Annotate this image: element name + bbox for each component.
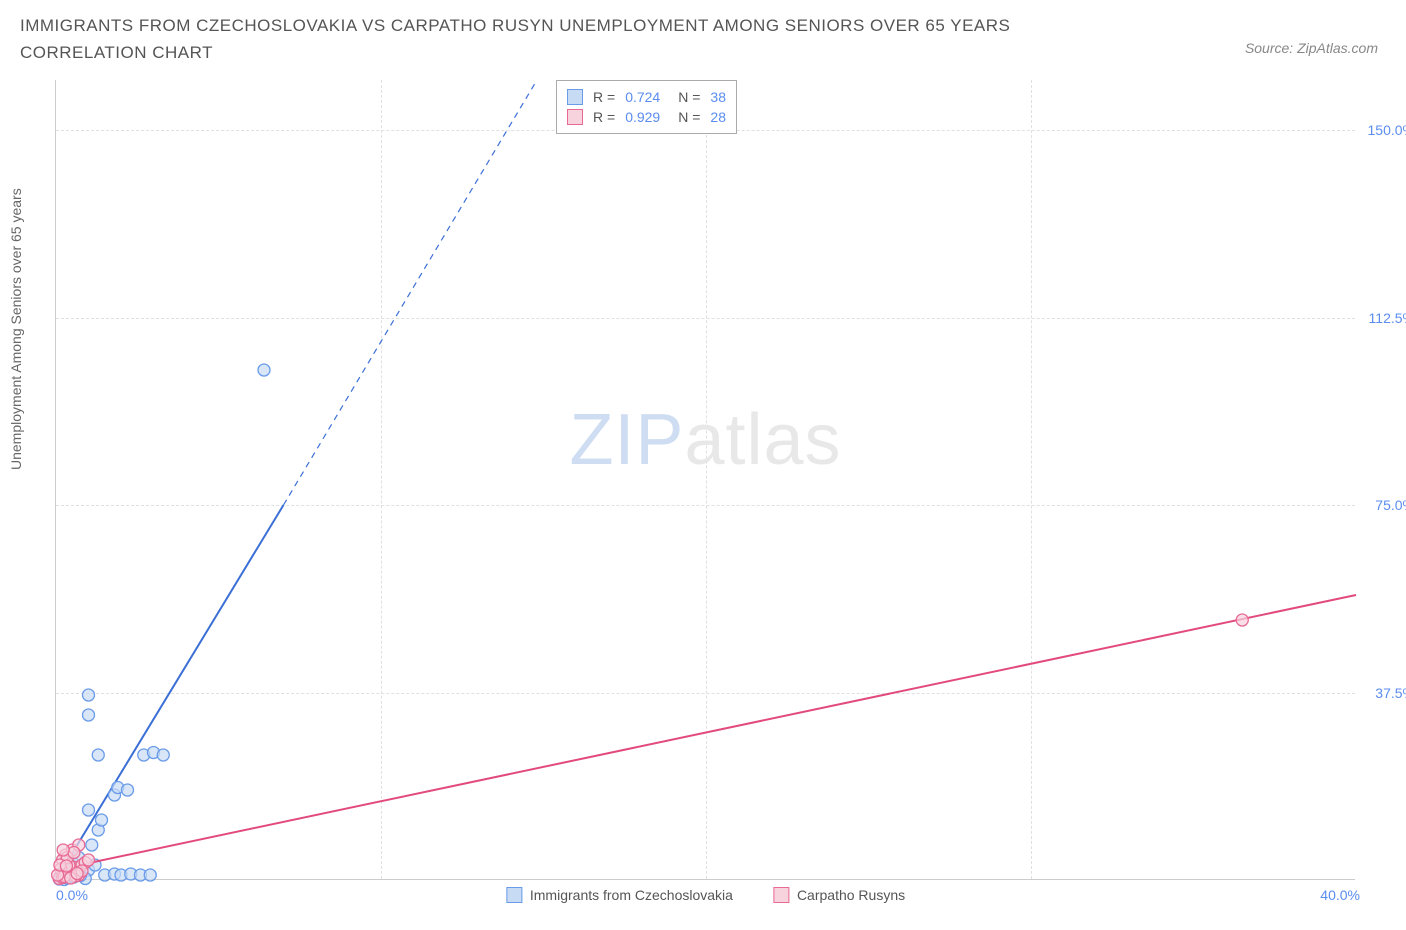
legend-swatch-pink xyxy=(567,109,583,125)
chart-area: ZIPatlas 0.0% 40.0% R =0.724N =38R =0.92… xyxy=(55,80,1355,880)
legend-r-value: 0.929 xyxy=(625,109,660,125)
y-tick-label: 37.5% xyxy=(1360,685,1406,701)
legend-n-value: 28 xyxy=(710,109,726,125)
data-point-blue xyxy=(157,749,169,761)
plot-region: ZIPatlas 0.0% 40.0% R =0.724N =38R =0.92… xyxy=(55,80,1355,880)
data-point-pink xyxy=(68,847,80,859)
data-point-pink xyxy=(60,860,72,872)
x-tick-end: 40.0% xyxy=(1320,887,1360,903)
trend-line-pink xyxy=(56,595,1356,870)
y-tick-label: 75.0% xyxy=(1360,497,1406,513)
legend-series: Immigrants from Czechoslovakia Carpatho R… xyxy=(506,887,905,903)
legend-row-blue: R = 0.724 N = 38 xyxy=(567,87,726,107)
legend-swatch-pink xyxy=(773,887,789,903)
legend-row-pink: R = 0.929 N = 28 xyxy=(567,107,726,127)
legend-swatch-blue xyxy=(567,89,583,105)
y-tick-label: 112.5% xyxy=(1360,310,1406,326)
legend-n-label: N = xyxy=(678,89,700,105)
legend-r-label: R = xyxy=(593,89,615,105)
legend-swatch-blue xyxy=(506,887,522,903)
legend-n-value: 38 xyxy=(710,89,726,105)
data-point-blue xyxy=(83,689,95,701)
plot-svg xyxy=(56,80,1356,880)
source-attribution: Source: ZipAtlas.com xyxy=(1245,40,1378,56)
data-point-pink xyxy=(71,868,83,880)
data-point-blue xyxy=(258,364,270,376)
legend-item-pink: Carpatho Rusyns xyxy=(773,887,905,903)
y-tick-label: 150.0% xyxy=(1360,122,1406,138)
chart-title: IMMIGRANTS FROM CZECHOSLOVAKIA VS CARPAT… xyxy=(20,12,1140,66)
legend-correlation: R = 0.724 N = 38 R = 0.929 N = 28 xyxy=(556,80,737,134)
data-point-blue xyxy=(96,814,108,826)
y-axis-label: Unemployment Among Seniors over 65 years xyxy=(8,188,24,470)
data-point-pink xyxy=(57,844,69,856)
legend-item-blue: Immigrants from Czechoslovakia xyxy=(506,887,733,903)
data-point-blue xyxy=(92,749,104,761)
data-point-blue xyxy=(83,804,95,816)
legend-r-label: R = xyxy=(593,109,615,125)
trend-line-blue-dashed xyxy=(284,80,538,505)
legend-r-value: 0.724 xyxy=(625,89,660,105)
legend-n-label: N = xyxy=(678,109,700,125)
data-point-blue xyxy=(122,784,134,796)
legend-series-name: Carpatho Rusyns xyxy=(797,887,905,903)
data-point-blue xyxy=(86,839,98,851)
data-point-blue xyxy=(83,709,95,721)
legend-series-name: Immigrants from Czechoslovakia xyxy=(530,887,733,903)
x-tick-start: 0.0% xyxy=(56,887,88,903)
data-point-blue xyxy=(144,869,156,881)
data-point-pink xyxy=(83,854,95,866)
data-point-pink xyxy=(1236,614,1248,626)
